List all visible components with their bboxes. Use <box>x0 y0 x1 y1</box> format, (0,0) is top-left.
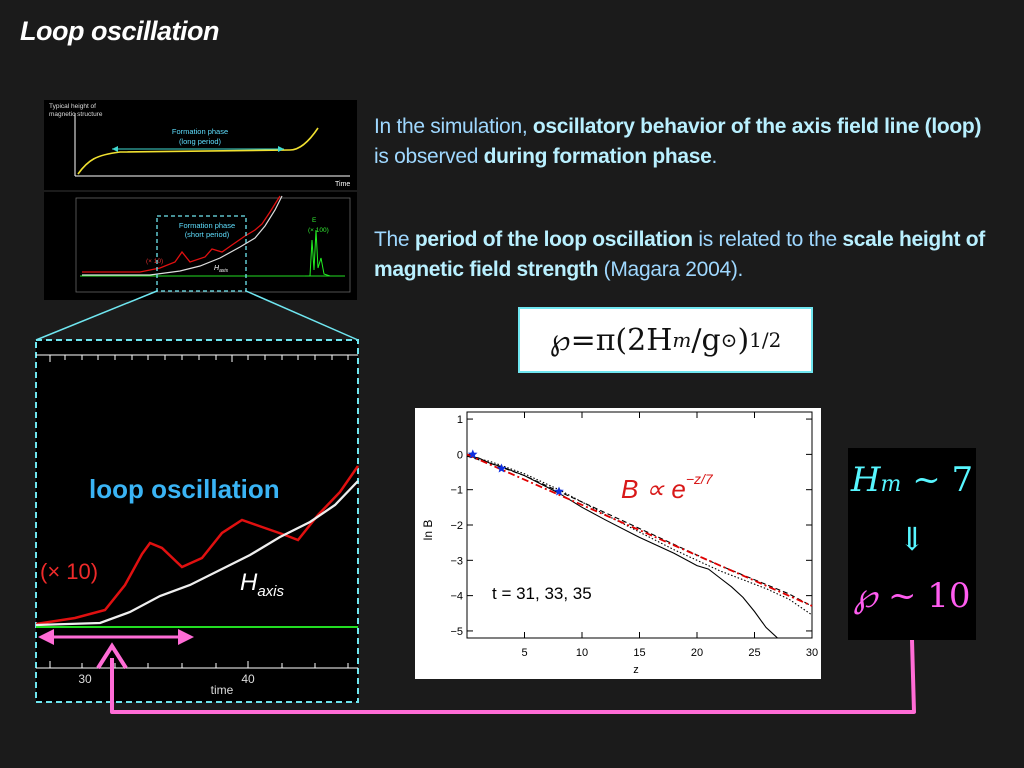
zoom-scale-label: (× 10) <box>40 559 98 584</box>
period-symbol: ℘ <box>853 576 878 616</box>
hm-sub: m <box>880 472 902 497</box>
para2-bold-2: scale height of magnetic field strength <box>374 228 985 281</box>
zoom-connector-left <box>35 290 158 341</box>
description-paragraph-1: In the simulation, oscillatory behavior … <box>374 112 994 172</box>
formula-period-symbol: ℘ <box>549 322 571 358</box>
scale-height-summary: Hm ~ 7 ⇓ ℘ ~ 10 <box>848 448 976 640</box>
period-number: ~ 10 <box>887 576 971 616</box>
thumb1-xlabel: Time <box>335 181 350 188</box>
thumb2-phase-1: Formation phase <box>179 221 235 230</box>
hm-number: ~ 7 <box>912 460 974 500</box>
para2-text-1: The <box>374 228 415 251</box>
series-line-2 <box>466 455 813 616</box>
slide-title: Loop oscillation <box>20 16 220 46</box>
chart-fit-annotation: B ∝ e−z/7 <box>621 471 714 504</box>
chart-time-annotation: t = 31, 33, 35 <box>492 584 592 603</box>
formula-sub-sun: ⊙ <box>720 328 738 352</box>
connector-path <box>110 639 916 714</box>
para1-bold-2: during formation phase <box>483 145 712 168</box>
zoom-tick-40: 40 <box>241 672 255 686</box>
thumb2-h-label: Haxis <box>214 265 228 274</box>
thumb2-scale-label: (× 10) <box>146 258 163 265</box>
loop-oscillation-label: loop oscillation <box>89 474 280 504</box>
formula-body: π(2H <box>595 322 673 358</box>
formula-sub-m: m <box>672 328 692 352</box>
lnb-vs-z-chart: 10−1−2−3−4−5 5 10 15 20 25 30 z ln B t = 31, … <box>415 408 821 679</box>
y-tick-label: −5 <box>450 626 463 638</box>
chart-ylabel: ln B <box>421 520 435 541</box>
y-tick-label: −2 <box>450 520 463 532</box>
zoom-tick-30: 30 <box>78 672 92 686</box>
period-arrow-right-head <box>178 629 194 645</box>
star-marker <box>468 449 478 459</box>
thumb1-phase-2: (long period) <box>179 137 222 146</box>
chart-xlabel: z <box>633 664 639 676</box>
period-arrow-left-head <box>38 629 54 645</box>
thumb2-e-label: E <box>312 217 317 224</box>
x-tick-label: 25 <box>748 647 760 659</box>
period-formula-box: ℘ = π(2H m/g ⊙) 1/2 <box>518 307 813 373</box>
para2-text-3: (Magara 2004). <box>598 258 744 281</box>
thumb1-ylabel-1: Typical height of <box>49 103 96 110</box>
y-tick-label: 0 <box>457 449 463 461</box>
connector-arrow-icon <box>96 642 128 670</box>
para1-text-2: is observed <box>374 145 484 168</box>
formula-rest: /g <box>691 322 721 358</box>
para2-bold-1: period of the loop oscillation <box>414 228 693 251</box>
zoom-xlabel: time <box>211 683 234 697</box>
x-tick-label: 20 <box>691 647 703 659</box>
formula-equals: = <box>570 322 596 358</box>
thumb1-phase-1: Formation phase <box>172 127 228 136</box>
x-tick-label: 10 <box>576 647 588 659</box>
thumbnail-formation-schematic: Typical height of magnetic structure For… <box>44 100 357 190</box>
period-formula: ℘ = π(2H m/g ⊙) 1/2 <box>520 309 811 371</box>
thumb1-ylabel-2: magnetic structure <box>49 111 103 118</box>
y-tick-label: −1 <box>450 485 463 497</box>
period-value-text: ℘ ~ 10 <box>848 576 976 616</box>
thumb2-e-scale: (× 100) <box>308 227 329 234</box>
y-tick-label: 1 <box>457 414 463 426</box>
y-tick-label: −4 <box>450 591 463 603</box>
star-marker <box>554 486 564 496</box>
zoom-connector-right <box>245 290 359 341</box>
series-line-4 <box>466 453 813 607</box>
x-tick-label: 15 <box>633 647 645 659</box>
para1-bold-1: oscillatory behavior of the axis field l… <box>532 115 982 138</box>
star-marker <box>496 463 507 473</box>
para1-text-3: . <box>711 145 718 168</box>
para2-text-2: is related to the <box>692 228 843 251</box>
x-tick-label: 30 <box>806 647 818 659</box>
hm-symbol: H <box>850 460 881 500</box>
para1-text-1: In the simulation, <box>374 115 533 138</box>
zoom-h-axis-label: Haxis <box>240 569 285 600</box>
series-line-3 <box>466 455 813 607</box>
thumbnail-simulation-plot: Formation phase (short period) (× 10) Ha… <box>44 192 357 300</box>
thumb2-phase-2: (short period) <box>185 230 230 239</box>
y-tick-label: −3 <box>450 555 463 567</box>
description-paragraph-2: The period of the loop oscillation is re… <box>374 225 1004 285</box>
hm-value-text: Hm ~ 7 <box>848 460 976 500</box>
formula-exponent: 1/2 <box>749 328 782 352</box>
x-tick-label: 5 <box>521 647 527 659</box>
formula-close: ) <box>737 322 750 358</box>
zoomed-oscillation-panel: loop oscillation (× 10) Haxis 30 40 time <box>35 339 360 703</box>
down-arrow-icon: ⇓ <box>898 520 926 558</box>
